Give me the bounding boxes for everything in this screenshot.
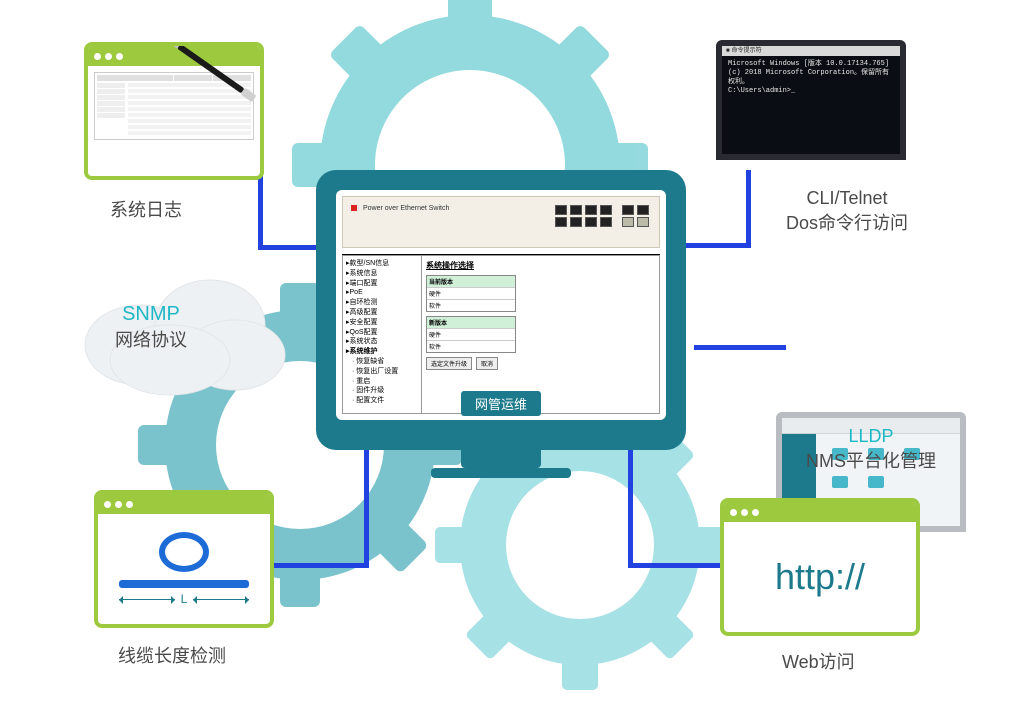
cli-terminal-title: ■■ 命令提示符命令提示符 <box>722 46 900 56</box>
syslog-body <box>88 66 260 176</box>
snmp-caption: SNMP 网络协议 <box>115 300 187 353</box>
cli-caption: CLI/Telnet Dos命令行访问 <box>786 186 908 236</box>
web-caption: Web访问 <box>782 650 855 675</box>
web-panel: http:// <box>720 498 920 636</box>
cancel-button[interactable]: 取消 <box>476 357 498 370</box>
diagram-canvas: { "colors": { "teal_dark": "#1c7a8c", "t… <box>0 0 1018 718</box>
cli-laptop: ■■ 命令提示符命令提示符 Microsoft Windows [版本 10.0… <box>716 40 1018 172</box>
syslog-caption: 系统日志 <box>110 198 182 223</box>
cable-line-icon <box>119 580 249 588</box>
config-ui: ▸款型/SN信息 ▸系统信息 ▸端口配置 ▸PoE ▸自环检测 ▸高级配置 ▸安… <box>342 254 660 414</box>
nms-caption: LLDP NMS平台化管理 <box>806 424 936 474</box>
cable-panel: L <box>94 490 274 628</box>
cable-length-label: L <box>181 592 188 606</box>
cable-caption: 线缆长度检测 <box>118 644 226 669</box>
config-nav: ▸款型/SN信息 ▸系统信息 ▸端口配置 ▸PoE ▸自环检测 ▸高级配置 ▸安… <box>342 255 422 414</box>
center-monitor: Power over Ethernet Switch ▸款型/SN信息 ▸系统信… <box>316 170 686 478</box>
center-label: 网管运维 <box>461 391 541 416</box>
web-url-text: http:// <box>775 556 865 598</box>
switch-brand-text: Power over Ethernet Switch <box>363 205 449 212</box>
syslog-panel <box>84 42 264 180</box>
cable-coil-icon <box>159 532 209 572</box>
switch-device: Power over Ethernet Switch <box>342 196 660 248</box>
upgrade-button[interactable]: 选定文件升级 <box>426 357 472 370</box>
config-main: 系统操作选择 当前版本 硬件 软件 新版本 硬件 软件 选定文件升级 取消 <box>422 255 660 414</box>
